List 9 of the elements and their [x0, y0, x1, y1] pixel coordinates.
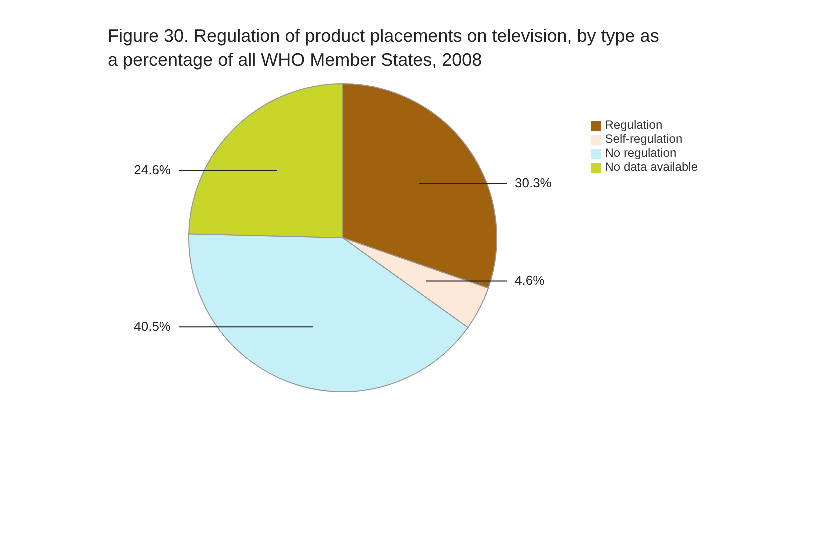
- legend-label: No data available: [605, 160, 698, 174]
- data-label: 40.5%: [134, 319, 172, 334]
- chart-title: Figure 30. Regulation of product placements on television, by type as a percentage of all WHO Member States, 2008: [108, 25, 660, 72]
- data-label: 30.3%: [515, 175, 552, 190]
- legend-label: Self-regulation: [605, 132, 683, 146]
- data-label: 24.6%: [134, 162, 172, 178]
- legend-label: No regulation: [605, 146, 677, 160]
- data-label: 4.6%: [515, 273, 546, 288]
- legend-label: Regulation: [605, 118, 663, 132]
